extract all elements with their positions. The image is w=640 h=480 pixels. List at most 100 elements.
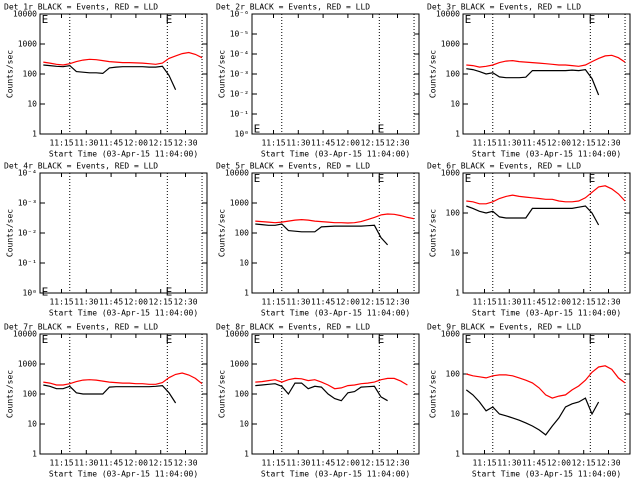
y-tick-label: 100 [235,390,250,399]
panel: Det 9r BLACK = Events, RED = LLD Start Ti… [427,323,631,479]
y-tick-label: 10⁻¹ [18,259,37,268]
series-line [466,185,626,205]
panel: Det 5r BLACK = Events, RED = LLD Start Ti… [216,162,420,318]
y-axis-label: Counts/sec [429,370,438,418]
x-tick-label: 12:15 [361,459,385,468]
y-tick-label: 1 [455,130,460,139]
y-tick-label: 10⁻¹ [230,110,249,119]
x-tick-label: 12:15 [149,298,173,307]
y-tick-label: 10 [239,259,249,268]
y-tick-label: 10⁻³ [18,199,37,208]
series-line [466,54,626,68]
x-tick-label: 11:45 [311,139,335,148]
e-annotation: E [254,172,261,185]
panel-title: Det 8r BLACK = Events, RED = LLD [216,323,370,332]
x-axis-label: Start Time (03-Apr-15 11:04:00) [261,309,410,318]
x-tick-label: 12:15 [149,459,173,468]
y-tick-label: 10⁰ [235,130,249,139]
y-axis-label: Counts/sec [218,370,227,418]
y-tick-label: 10⁻² [18,229,37,238]
y-tick-label: 10 [450,100,460,109]
y-tick-label: 1 [455,289,460,298]
plot-frame [462,333,631,455]
y-tick-label: 10000 [225,169,249,178]
series-line [43,64,177,90]
y-axis-label: Counts/sec [6,370,15,418]
x-tick-label: 12:00 [547,298,571,307]
e-annotation: E [378,172,385,185]
e-annotation: E [166,13,173,26]
x-tick-label: 12:00 [336,459,360,468]
x-tick-label: 11:15 [472,298,496,307]
x-tick-label: 12:30 [385,459,409,468]
y-tick-label: 10⁻² [230,90,249,99]
e-annotation: E [42,13,49,26]
y-tick-label: 10 [239,420,249,429]
e-annotation: E [166,333,173,346]
y-tick-label: 1 [32,130,37,139]
x-tick-label: 11:15 [472,459,496,468]
e-annotation: E [465,13,472,26]
y-tick-label: 10000 [13,330,37,339]
y-tick-label: 10 [27,420,37,429]
x-tick-label: 12:15 [149,139,173,148]
x-tick-label: 11:15 [261,459,285,468]
panel: Det 4r BLACK = Events, RED = LLD Start Ti… [4,162,208,318]
y-tick-label: 100 [446,70,461,79]
x-axis-label: Start Time (03-Apr-15 11:04:00) [472,470,621,479]
x-tick-label: 12:30 [596,298,620,307]
x-axis-label: Start Time (03-Apr-15 11:04:00) [472,309,621,318]
y-tick-label: 1 [244,450,249,459]
x-tick-label: 12:30 [173,298,197,307]
x-tick-label: 12:00 [547,459,571,468]
y-tick-label: 1 [32,450,37,459]
panel: Det 1r BLACK = Events, RED = LLD Start Ti… [4,3,208,159]
y-tick-label: 10 [450,410,460,419]
x-tick-label: 12:30 [596,459,620,468]
series-line [466,205,600,226]
y-tick-label: 10000 [436,10,460,19]
e-annotation: E [254,123,261,136]
panel: Det 7r BLACK = Events, RED = LLD Start Ti… [4,323,208,479]
e-annotation: E [378,333,385,346]
y-tick-label: 10⁻³ [230,70,249,79]
y-axis-label: Counts/sec [6,209,15,257]
x-tick-label: 11:30 [74,459,98,468]
e-annotation: E [465,172,472,185]
e-annotation: E [42,333,49,346]
x-tick-label: 11:30 [74,298,98,307]
series-line [255,213,415,224]
x-tick-label: 12:15 [361,139,385,148]
x-axis-label: Start Time (03-Apr-15 11:04:00) [49,470,198,479]
y-tick-label: 10⁻⁴ [18,169,37,178]
y-tick-label: 10⁻⁵ [230,30,249,39]
x-axis-label: Start Time (03-Apr-15 11:04:00) [49,309,198,318]
y-tick-label: 1000 [18,40,37,49]
y-tick-label: 1000 [441,169,460,178]
y-axis-label: Counts/sec [429,209,438,257]
series-line [43,51,203,66]
e-annotation: E [465,333,472,346]
x-axis-label: Start Time (03-Apr-15 11:04:00) [261,470,410,479]
e-annotation: E [589,13,596,26]
panel-title: Det 7r BLACK = Events, RED = LLD [4,323,158,332]
panel-title: Det 1r BLACK = Events, RED = LLD [4,3,158,12]
x-tick-label: 11:45 [311,298,335,307]
x-tick-label: 11:15 [49,139,73,148]
x-tick-label: 12:15 [572,298,596,307]
y-tick-label: 100 [235,229,250,238]
y-tick-label: 1000 [230,199,249,208]
x-tick-label: 11:15 [472,139,496,148]
x-tick-label: 11:45 [311,459,335,468]
x-tick-label: 12:15 [361,298,385,307]
x-tick-label: 12:30 [596,139,620,148]
y-tick-label: 1 [455,450,460,459]
x-tick-label: 11:30 [497,459,521,468]
x-tick-label: 11:30 [286,459,310,468]
x-tick-label: 11:30 [497,298,521,307]
x-tick-label: 12:00 [336,298,360,307]
x-tick-label: 11:45 [522,139,546,148]
x-axis-label: Start Time (03-Apr-15 11:04:00) [472,150,621,159]
panel-title: Det 9r BLACK = Events, RED = LLD [427,323,581,332]
